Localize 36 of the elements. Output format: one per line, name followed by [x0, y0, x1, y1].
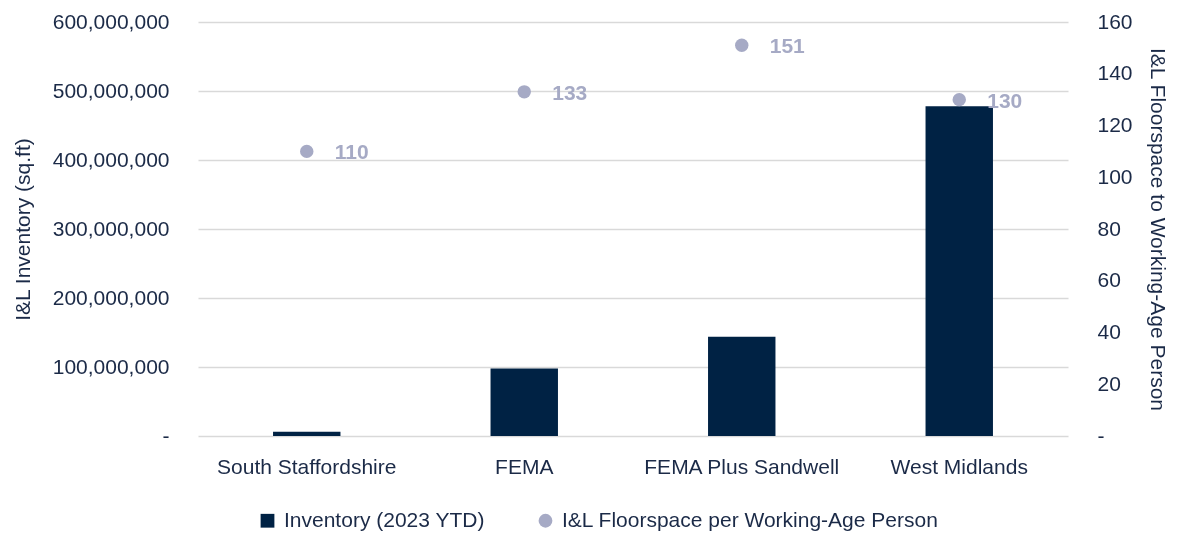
y2-tick-label: 40 — [1097, 320, 1121, 343]
point — [952, 92, 966, 107]
y-axis-title: I&L Inventory (sq.ft) — [10, 138, 34, 321]
y2-tick-label: 80 — [1097, 216, 1121, 240]
y2-tick-label: 160 — [1097, 9, 1133, 33]
y2-tick-label: 100 — [1097, 164, 1133, 188]
y-tick-label: 500,000,000 — [52, 78, 170, 102]
legend-label: I&L Floorspace per Working-Age Person — [562, 507, 938, 531]
bar — [708, 336, 776, 436]
x-tick-label: FEMA Plus Sandwell — [644, 454, 840, 478]
data-label: 130 — [987, 88, 1023, 112]
y-tick-label: - — [162, 423, 170, 447]
x-tick-label: South Staffordshire — [217, 454, 397, 478]
bar — [490, 368, 558, 436]
data-label: 110 — [334, 140, 369, 164]
y2-tick-label: 60 — [1097, 268, 1121, 292]
y2-tick-label: 120 — [1097, 113, 1133, 136]
y2-axis-title: I&L Floorspace to Working-Age Person — [1146, 47, 1170, 412]
y2-tick-label: 20 — [1097, 371, 1121, 395]
point — [517, 85, 531, 99]
x-tick-label: West Midlands — [890, 454, 1028, 478]
y2-tick-label: 140 — [1097, 61, 1133, 85]
y-tick-label: 100,000,000 — [52, 354, 170, 378]
point — [735, 38, 749, 52]
y-tick-label: 300,000,000 — [52, 216, 170, 240]
y2-tick-label: - — [1097, 423, 1105, 447]
data-label: 151 — [769, 34, 806, 58]
y-tick-label: 200,000,000 — [52, 285, 170, 309]
point — [300, 144, 314, 159]
legend-label: Inventory (2023 YTD) — [284, 507, 485, 531]
y-tick-label: 600,000,000 — [52, 9, 170, 33]
y-tick-label: 400,000,000 — [52, 147, 170, 171]
data-label: 133 — [552, 80, 588, 104]
bar — [273, 431, 341, 436]
bar — [925, 106, 993, 436]
x-tick-label: FEMA — [495, 454, 554, 478]
